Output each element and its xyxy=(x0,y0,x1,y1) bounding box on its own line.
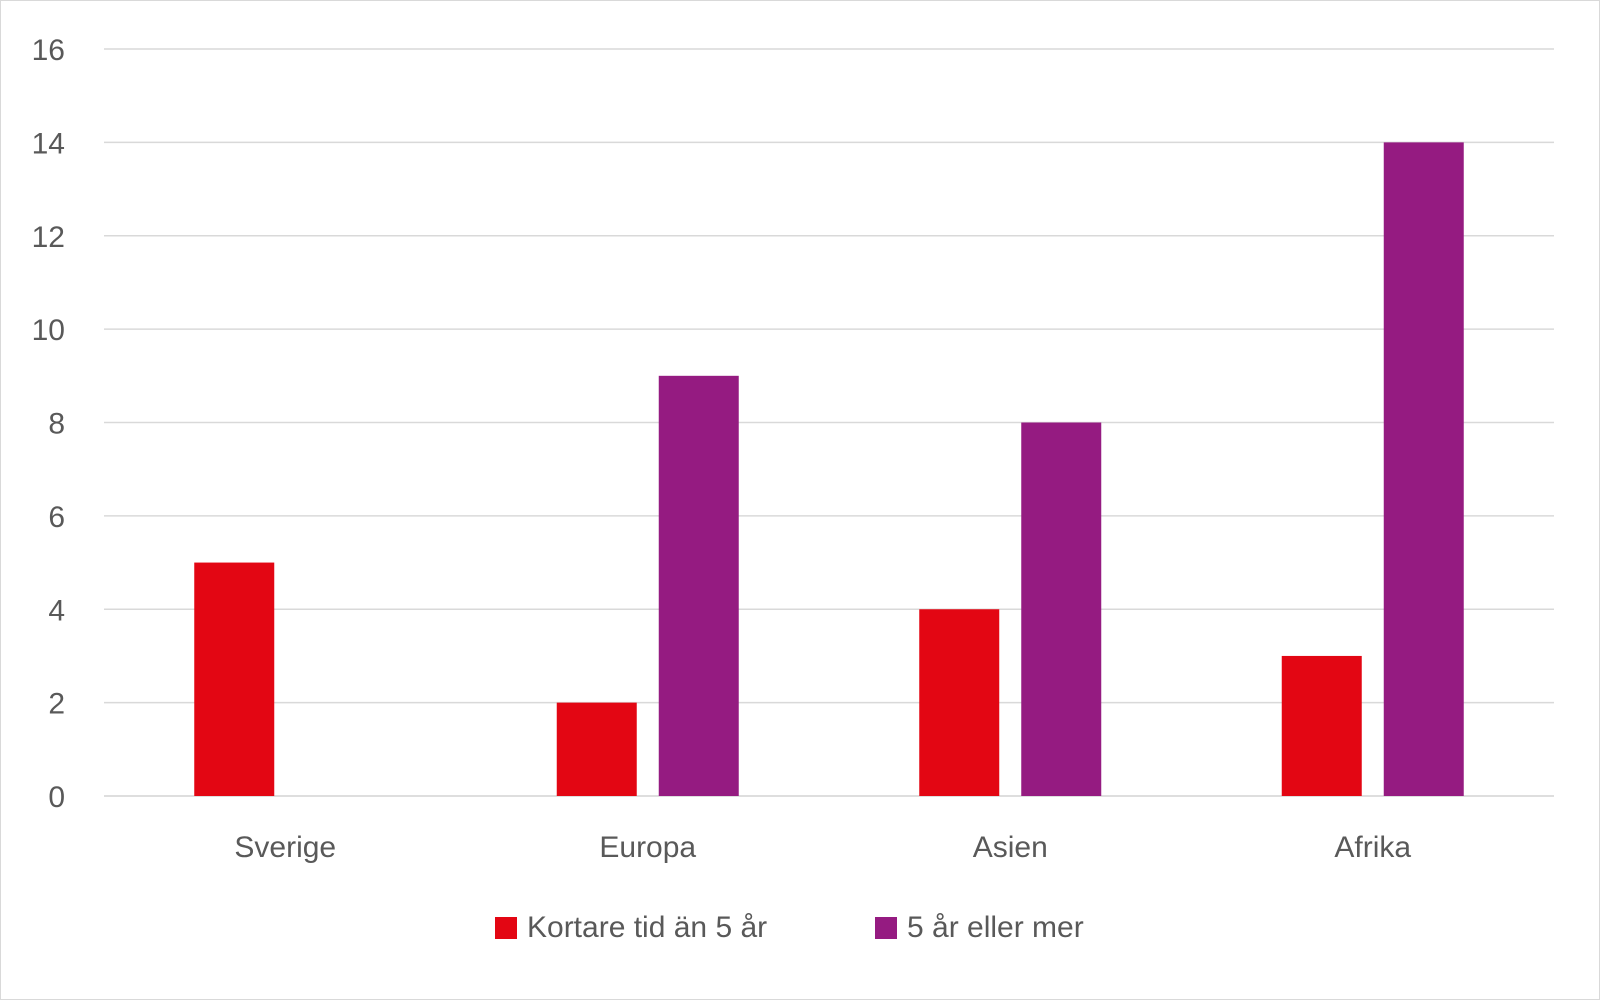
legend: Kortare tid än 5 år 5 år eller mer xyxy=(495,911,1084,944)
legend-swatch-1 xyxy=(495,917,517,939)
y-tick-label-12: 12 xyxy=(32,221,65,254)
bars xyxy=(194,142,1464,796)
y-tick-label-8: 8 xyxy=(48,408,65,441)
y-tick-label-2: 2 xyxy=(48,688,65,721)
x-axis-categories: Sverige Europa Asien Afrika xyxy=(234,831,1411,864)
y-tick-label-10: 10 xyxy=(32,314,65,347)
bar-afrika-series-2 xyxy=(1383,142,1464,796)
legend-swatch-2 xyxy=(875,917,897,939)
y-tick-label-4: 4 xyxy=(48,594,65,627)
y-tick-label-0: 0 xyxy=(48,781,65,814)
bar-asien-series-1 xyxy=(919,609,1000,796)
x-category-label-sverige: Sverige xyxy=(234,831,336,864)
bar-sverige-series-1 xyxy=(194,562,275,796)
legend-label-1: Kortare tid än 5 år xyxy=(527,911,767,944)
bar-asien-series-2 xyxy=(1021,422,1102,796)
legend-label-2: 5 år eller mer xyxy=(907,911,1084,944)
x-category-label-afrika: Afrika xyxy=(1334,831,1411,864)
y-tick-label-16: 16 xyxy=(32,34,65,67)
y-tick-label-14: 14 xyxy=(32,127,65,160)
bar-europa-series-1 xyxy=(556,702,637,796)
y-tick-label-6: 6 xyxy=(48,501,65,534)
y-axis-ticks: 0 2 4 6 8 10 12 14 16 xyxy=(32,34,65,814)
bar-afrika-series-1 xyxy=(1281,655,1362,796)
bar-europa-series-2 xyxy=(658,375,739,796)
x-category-label-europa: Europa xyxy=(599,831,696,864)
x-category-label-asien: Asien xyxy=(973,831,1048,864)
